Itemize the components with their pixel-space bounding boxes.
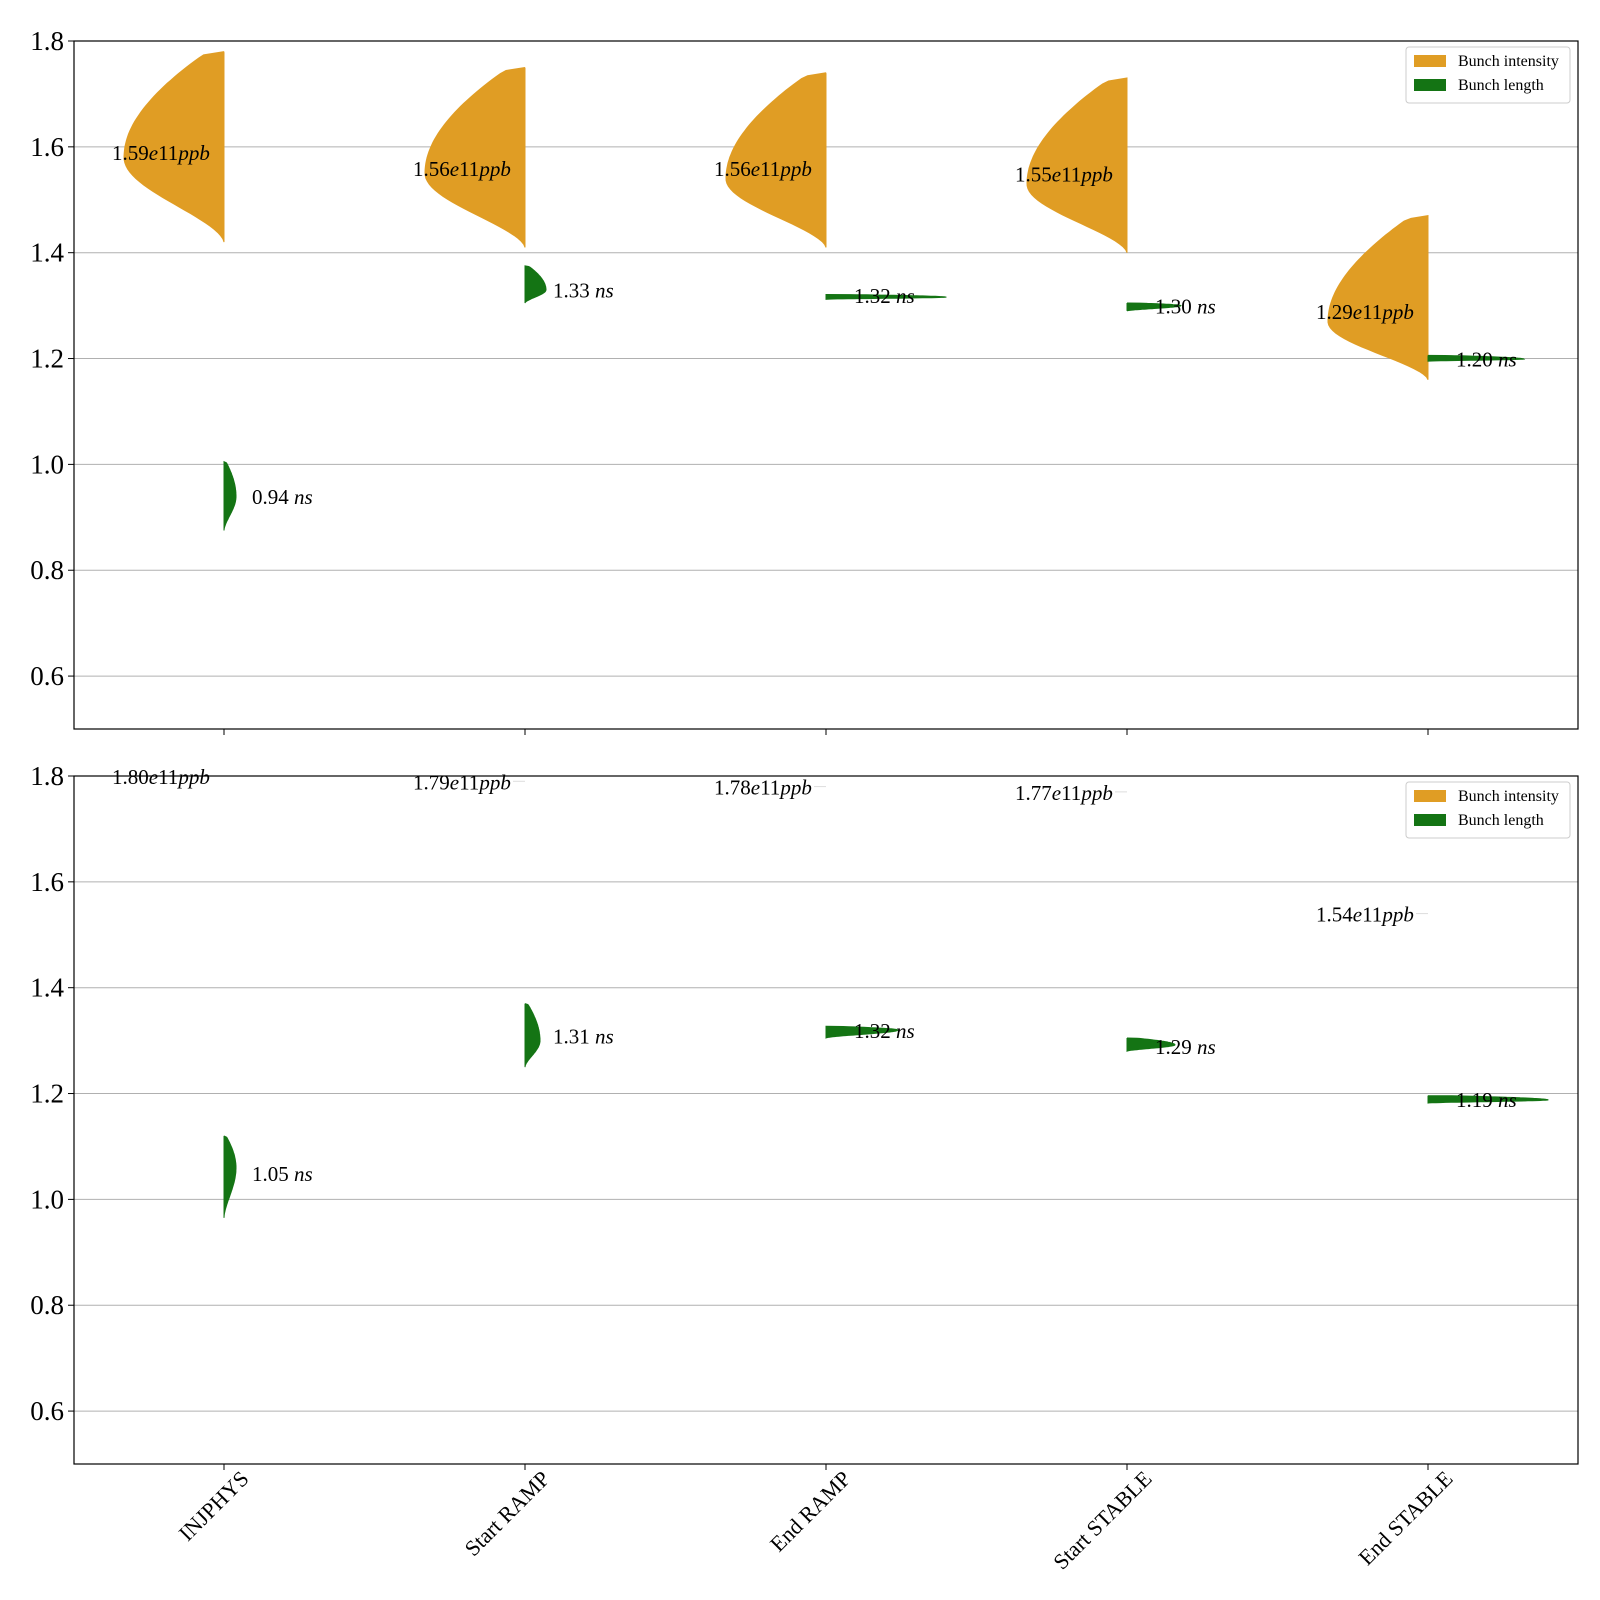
- length-violin: [825, 293, 947, 300]
- intensity-median-label: 1.80e11ppb: [112, 765, 210, 789]
- length-median-label: 1.33 ns: [553, 279, 614, 303]
- legend-swatch-length: [1414, 79, 1446, 91]
- intensity-median-label: 1.54e11ppb: [1316, 903, 1414, 927]
- category-label: INJPHYS: [174, 1466, 254, 1546]
- y-tick-label: 1.2: [30, 1079, 64, 1109]
- length-violin: [1427, 1095, 1549, 1104]
- y-tick-label: 1.6: [30, 867, 64, 897]
- legend-swatch-intensity: [1414, 55, 1446, 67]
- length-violin: [1126, 1037, 1176, 1052]
- y-tick-label: 0.6: [30, 1396, 64, 1426]
- y-tick-label: 1.8: [30, 761, 64, 791]
- y-tick-label: 1.8: [30, 26, 64, 56]
- legend: Bunch intensity Bunch length: [1405, 46, 1571, 104]
- intensity-median-label: 1.78e11ppb: [714, 776, 812, 800]
- intensity-median-label: 1.56e11ppb: [413, 157, 511, 181]
- length-median-label: 1.05 ns: [252, 1162, 313, 1186]
- category-label: Start STABLE: [1048, 1466, 1156, 1574]
- length-median-label: 1.32 ns: [854, 284, 915, 308]
- length-median-label: 1.29 ns: [1155, 1035, 1216, 1059]
- intensity-median-label: 1.56e11ppb: [714, 157, 812, 181]
- intensity-violin: [424, 67, 526, 248]
- legend-label: Bunch intensity: [1458, 53, 1559, 70]
- legend-label: Bunch length: [1458, 812, 1544, 829]
- y-tick-label: 1.0: [30, 1184, 64, 1214]
- bottom-panel: 0.6 0.8 1.0 1.2 1.4 1.6 1.8 1.80e11ppb 1.05 ns 1.…: [30, 761, 1579, 1470]
- legend-box: [1405, 781, 1571, 839]
- category-label: End STABLE: [1353, 1466, 1457, 1570]
- length-violin: [223, 460, 237, 531]
- y-tick-label: 1.4: [30, 973, 64, 1003]
- intensity-violin: [1327, 215, 1429, 380]
- length-median-label: 1.19 ns: [1456, 1088, 1517, 1112]
- x-category-labels: INJPHYS Start RAMP End RAMP Start STABLE End…: [174, 1466, 1458, 1574]
- axes-frame: [73, 40, 1579, 730]
- intensity-median-label: 1.59e11ppb: [112, 141, 210, 165]
- y-tick-label: 0.8: [30, 1290, 64, 1320]
- intensity-median-label: 1.77e11ppb: [1015, 781, 1113, 805]
- legend-label: Bunch intensity: [1458, 788, 1559, 805]
- intensity-violin: [123, 51, 225, 243]
- intensity-violin: [1026, 77, 1128, 253]
- top-panel: 0.6 0.8 1.0 1.2 1.4 1.6 1.8 1.59e11ppb 0.94 ns 1.…: [30, 26, 1579, 735]
- length-violin: [223, 1135, 237, 1218]
- length-violin: [524, 1003, 541, 1068]
- legend-label: Bunch length: [1458, 77, 1544, 94]
- intensity-median-label: 1.29e11ppb: [1316, 300, 1414, 324]
- y-tick-label: 0.8: [30, 555, 64, 585]
- intensity-violin: [725, 72, 827, 248]
- category-label: Start RAMP: [459, 1466, 554, 1561]
- y-tick-label: 1.0: [30, 449, 64, 479]
- category-label: End RAMP: [765, 1466, 856, 1557]
- length-violin: [1427, 354, 1526, 362]
- axes-frame: [73, 775, 1579, 1465]
- intensity-median-label: 1.55e11ppb: [1015, 162, 1113, 186]
- legend-box: [1405, 46, 1571, 104]
- length-violin: [524, 265, 547, 304]
- legend-swatch-intensity: [1414, 790, 1446, 802]
- length-median-label: 1.30 ns: [1155, 295, 1216, 319]
- length-median-label: 0.94 ns: [252, 485, 313, 509]
- legend-swatch-length: [1414, 814, 1446, 826]
- length-median-label: 1.31 ns: [553, 1024, 614, 1048]
- y-tick-label: 1.6: [30, 132, 64, 162]
- legend: Bunch intensity Bunch length: [1405, 781, 1571, 839]
- length-violin: [1126, 302, 1182, 312]
- y-tick-label: 0.6: [30, 661, 64, 691]
- length-violin: [825, 1025, 899, 1039]
- y-tick-label: 1.2: [30, 344, 64, 374]
- length-median-label: 1.20 ns: [1456, 348, 1517, 372]
- y-tick-label: 1.4: [30, 238, 64, 268]
- intensity-median-label: 1.79e11ppb: [413, 770, 511, 794]
- length-median-label: 1.32 ns: [854, 1019, 915, 1043]
